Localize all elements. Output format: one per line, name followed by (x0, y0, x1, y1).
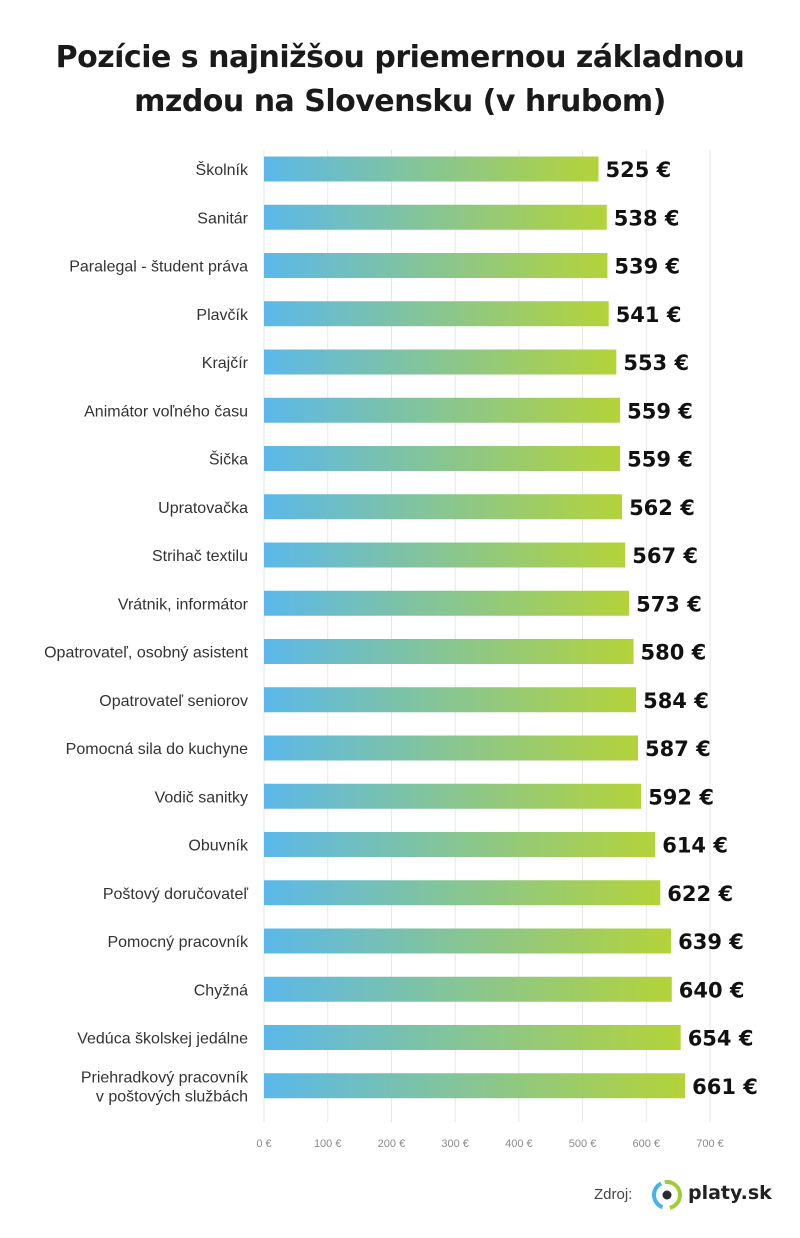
category-label: Vrátnik, informátor (118, 596, 249, 613)
bar (264, 397, 621, 423)
category-label: Vodič sanitky (155, 789, 248, 806)
value-label: 592 € (648, 785, 714, 809)
category-label: Krajčír (202, 355, 249, 372)
category-label: Poštový doručovateľ (103, 886, 249, 903)
x-tick-label: 700 € (696, 1138, 724, 1150)
bar (264, 735, 639, 761)
value-label: 525 € (606, 158, 672, 182)
bar (264, 349, 617, 375)
bar (264, 590, 630, 616)
bar (264, 832, 656, 857)
value-label: 614 € (662, 834, 728, 858)
category-label: Sanitár (197, 210, 248, 227)
value-label: 639 € (678, 930, 744, 954)
category-labels: Školník Sanitár Paralegal - študent práva P… (44, 160, 249, 1105)
bar (264, 253, 608, 278)
value-label: 573 € (636, 592, 702, 616)
value-label: 559 € (627, 399, 693, 423)
x-tick-label: 0 € (256, 1138, 271, 1150)
value-label: 587 € (645, 737, 711, 761)
bar (264, 1073, 686, 1099)
category-label: Šička (209, 450, 248, 469)
x-tick-label: 500 € (569, 1138, 597, 1150)
value-label: 541 € (616, 303, 682, 327)
x-tick-label: 100 € (314, 1138, 342, 1150)
bar (264, 880, 661, 906)
bar (264, 446, 621, 471)
category-label: Školník (196, 160, 249, 179)
x-tick-label: 300 € (441, 1138, 469, 1150)
x-tick-label: 600 € (633, 1138, 661, 1150)
bar (264, 156, 599, 182)
category-label: Plavčík (196, 307, 249, 324)
value-label: 562 € (629, 496, 695, 520)
grid-lines (263, 150, 711, 1122)
category-label: Chyžná (194, 982, 248, 999)
bar-chart: Školník Sanitár Paralegal - študent práva P… (44, 150, 758, 1150)
category-label: Paralegal - študent práva (69, 259, 248, 276)
category-label: Pomocný pracovník (107, 934, 249, 951)
value-label: 559 € (627, 448, 693, 472)
value-label: 553 € (623, 351, 689, 375)
category-label: v poštových službách (96, 1088, 248, 1105)
category-label: Pomocná sila do kuchyne (66, 741, 248, 758)
value-label: 661 € (692, 1075, 758, 1099)
value-label: 654 € (688, 1027, 754, 1051)
value-label: 580 € (641, 641, 707, 665)
category-label: Strihač textilu (152, 548, 248, 565)
category-label: Vedúca školskej jedálne (77, 1031, 248, 1048)
chart-title: Pozície s najnižšou priemernou základnou… (0, 36, 800, 124)
category-label: Animátor voľného času (84, 403, 248, 420)
bar (264, 928, 672, 954)
bar (264, 976, 672, 1002)
x-axis-ticks: 0 € 100 € 200 € 300 € 400 € 500 € 600 € 700 € (256, 1138, 723, 1150)
bar (264, 783, 642, 809)
x-tick-label: 200 € (378, 1138, 406, 1150)
value-labels: 525 € 538 € 539 € 541 € 553 € 559 € 559 € 562 €… (606, 158, 758, 1099)
bars (264, 156, 686, 1099)
category-label: Obuvník (188, 838, 249, 855)
value-label: 584 € (643, 689, 709, 713)
chart-title-line-1: Pozície s najnižšou priemernou základnou (55, 40, 745, 75)
value-label: 539 € (614, 255, 680, 279)
bar (264, 494, 623, 520)
value-label: 567 € (632, 544, 698, 568)
bar (264, 639, 634, 664)
bar (264, 687, 637, 713)
category-label: Opatrovateľ seniorov (99, 693, 248, 710)
value-label: 622 € (667, 882, 733, 906)
value-label: 640 € (679, 978, 745, 1002)
brand-name: platy.sk (688, 1182, 772, 1204)
value-label: 538 € (614, 206, 680, 230)
x-tick-label: 400 € (505, 1138, 533, 1150)
category-label: Upratovačka (158, 500, 248, 517)
chart-title-line-2: mzdou na Slovensku (v hrubom) (134, 84, 666, 119)
bar (264, 1025, 681, 1050)
category-label: Opatrovateľ, osobný asistent (44, 645, 248, 662)
category-label: Priehradkový pracovník (81, 1069, 249, 1086)
source-label: Zdroj: (594, 1186, 633, 1203)
bar (264, 301, 609, 327)
platy-logo-icon (652, 1180, 682, 1210)
bar (264, 204, 607, 230)
bar (264, 542, 626, 568)
